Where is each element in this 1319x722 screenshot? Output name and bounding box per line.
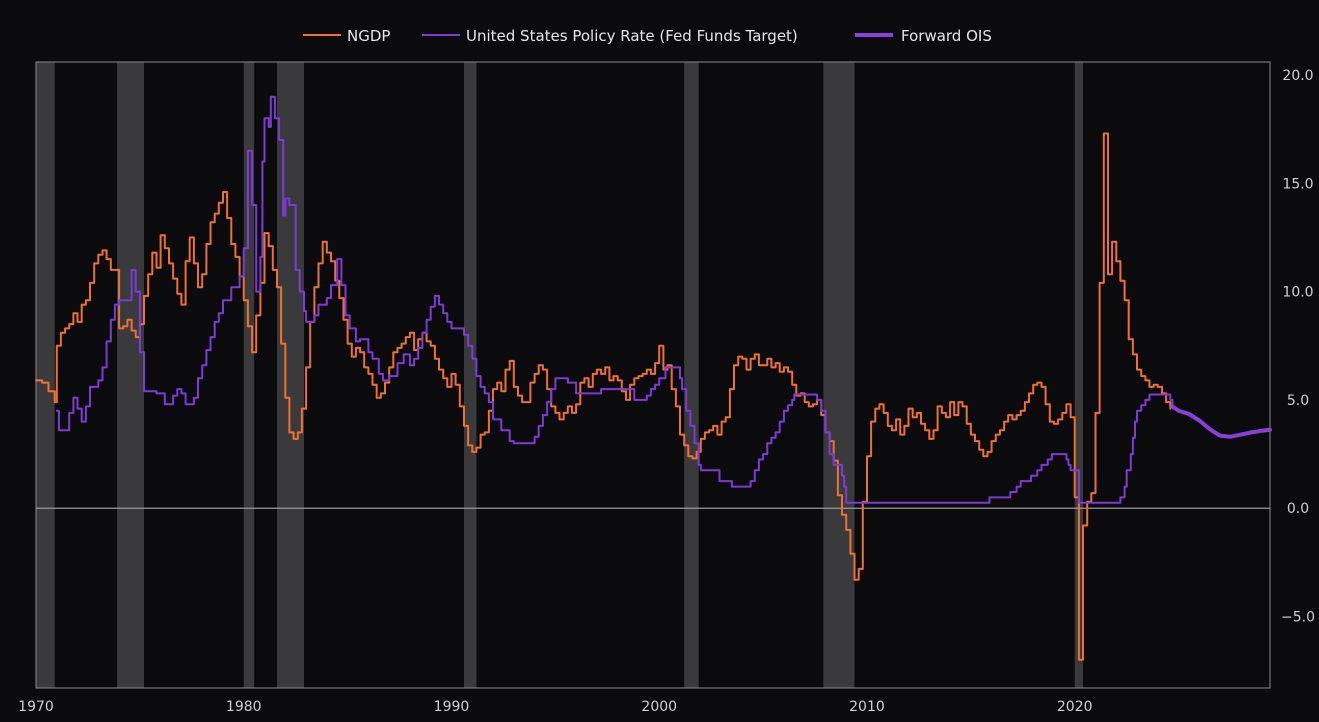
legend-label: United States Policy Rate (Fed Funds Tar… [466,27,798,45]
series-lines [35,95,1272,661]
series-line-forward-ois [1170,404,1272,439]
series-line-fed-funds-target [55,95,1174,504]
recession-band [36,62,55,688]
plot-frame [35,61,1271,689]
y-tick-label: −5.0 [1281,610,1315,626]
y-tick-label: 10.0 [1282,285,1313,301]
y-axis-ticks: 20.0 15.0 10.0 5.0 0.0 −5.0 [1281,68,1315,626]
y-tick-label: 5.0 [1287,393,1309,409]
recession-band [463,62,477,688]
x-tick-label: 2010 [849,699,885,715]
recession-bands [36,62,1084,688]
x-tick-label: 1970 [18,699,54,715]
series-line-ngdp [35,132,1172,661]
recession-band [1074,62,1084,688]
x-tick-label: 2020 [1057,699,1093,715]
x-tick-label: 2000 [641,699,677,715]
y-tick-label: 15.0 [1282,176,1313,192]
x-tick-label: 1990 [434,699,470,715]
legend-fed-funds-target: United States Policy Rate (Fed Funds Tar… [422,27,798,45]
legend-forward-ois: Forward OIS [855,27,992,45]
recession-band [117,62,145,688]
recession-band [823,62,855,688]
recession-band [243,62,255,688]
legend-label: Forward OIS [901,27,992,45]
legend-ngdp: NGDP [303,27,390,45]
y-tick-label: 0.0 [1287,501,1309,517]
recession-band [684,62,699,688]
x-tick-label: 1980 [226,699,262,715]
recession-band [276,62,304,688]
x-axis-ticks: 1970 1980 1990 2000 2010 2020 [18,699,1092,715]
legend-label: NGDP [347,27,390,45]
legend: NGDP United States Policy Rate (Fed Funds… [303,27,992,45]
y-tick-label: 20.0 [1282,68,1313,84]
